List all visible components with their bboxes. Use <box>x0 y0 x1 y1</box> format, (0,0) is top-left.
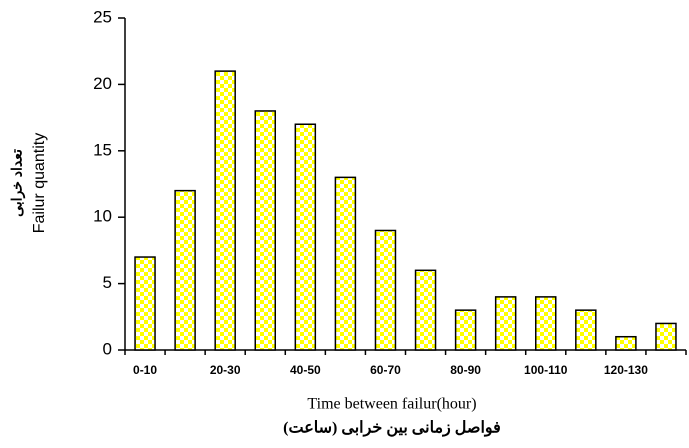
bar <box>655 322 677 351</box>
bar <box>494 296 517 351</box>
y-axis-label: Failur quantity <box>31 133 48 234</box>
y-axis-label: تعداد خرابی <box>9 149 26 217</box>
y-tick-label: 25 <box>93 7 112 26</box>
bar <box>535 296 557 351</box>
bar <box>575 309 597 351</box>
bar <box>174 189 196 351</box>
bar <box>615 335 637 351</box>
bar <box>294 123 317 351</box>
x-tick-label: 0-10 <box>133 363 157 377</box>
x-tick-label: 120-130 <box>604 363 648 377</box>
y-tick-label: 10 <box>93 207 112 226</box>
x-axis-label: Time between failur(hour) <box>307 396 476 413</box>
x-tick-label: 100-110 <box>524 363 568 377</box>
y-tick-label: 0 <box>103 339 112 358</box>
y-tick-label: 15 <box>93 140 112 159</box>
x-tick-label: 60-70 <box>370 363 401 377</box>
y-tick-label: 5 <box>103 273 112 292</box>
bar <box>414 269 437 351</box>
x-tick-label: 20-30 <box>210 363 241 377</box>
y-tick-label: 20 <box>93 74 112 93</box>
bar <box>214 70 236 351</box>
bar <box>134 256 156 351</box>
x-axis-label: فواصل زمانی بین خرابی (ساعت) <box>283 420 501 438</box>
bar <box>254 110 276 351</box>
bar <box>334 176 357 351</box>
x-tick-label: 80-90 <box>450 363 481 377</box>
bar <box>374 229 397 351</box>
bar <box>454 309 477 351</box>
x-tick-label: 40-50 <box>290 363 321 377</box>
